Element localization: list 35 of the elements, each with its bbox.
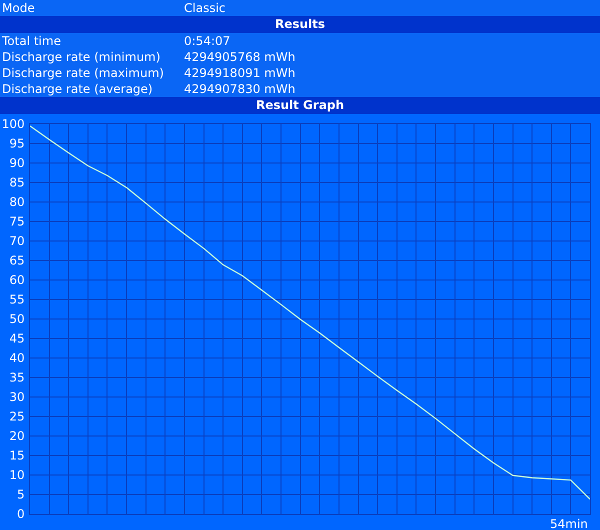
y-tick-label: 100 (2, 117, 25, 132)
text: Mode (2, 0, 36, 16)
y-tick-label: 55 (9, 292, 25, 307)
y-tick-label: 60 (9, 273, 25, 288)
text: 0:54:07 (184, 33, 230, 49)
y-tick-label: 5 (16, 488, 25, 502)
y-tick-label: 15 (9, 448, 25, 463)
y-tick-label: 90 (9, 156, 25, 170)
chart-subtitle: Results (0, 16, 600, 33)
text: Total time (2, 33, 62, 49)
y-tick-label: 95 (9, 136, 25, 151)
y-tick-label: 70 (9, 234, 25, 248)
y-tick-label: 30 (9, 390, 25, 404)
y-tick-label: 80 (9, 195, 25, 210)
chart-title: Result Graph (0, 97, 600, 114)
y-tick-label: 20 (9, 429, 25, 444)
y-tick-label: 0 (16, 507, 25, 522)
text: 54min (550, 517, 588, 530)
line-series (30, 125, 590, 500)
y-tick-label: 75 (9, 214, 25, 229)
text: 4294905768 mWh (184, 49, 296, 65)
y-tick-label: 10 (9, 468, 25, 482)
y-tick-label: 85 (9, 176, 25, 190)
y-tick-label: 50 (9, 312, 25, 326)
y-tick-label: 45 (9, 332, 25, 346)
text: 4294907830 mWh (184, 81, 296, 97)
y-tick-label: 35 (9, 370, 25, 385)
y-tick-label: 25 (9, 410, 25, 424)
text: Discharge rate (minimum) (2, 49, 162, 65)
y-tick-label: 40 (9, 351, 25, 366)
text: Discharge rate (maximum) (2, 65, 165, 81)
y-tick-label: 65 (9, 254, 25, 268)
text: Classic (184, 0, 226, 16)
text: Discharge rate (average) (2, 81, 154, 97)
text: 4294918091 mWh (184, 65, 296, 81)
